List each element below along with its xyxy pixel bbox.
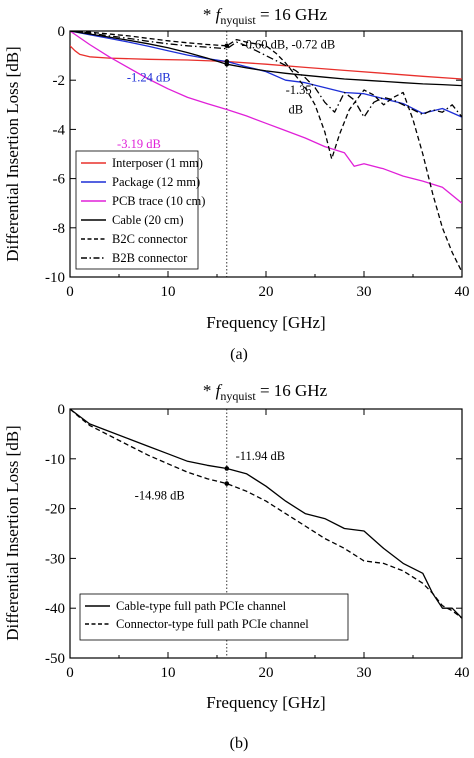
chart-a-xlabel: Frequency [GHz]	[206, 313, 325, 332]
chart-a-series-line	[70, 31, 462, 204]
chart-b-legend-label: Connector-type full path PCIe channel	[116, 617, 309, 631]
chart-a-ylabel: Differential Insertion Loss [dB]	[3, 46, 22, 261]
chart-a-series-line	[70, 31, 462, 273]
chart-b-ytick-label: -40	[45, 601, 65, 617]
chart-b-xtick-label: 20	[259, 665, 274, 681]
chart-a-annotation: -1.35	[286, 83, 312, 97]
chart-a-annotation: -1.24 dB	[127, 71, 171, 85]
chart-a-ytick-label: -8	[53, 221, 66, 237]
chart-a-annotation: -3.19 dB	[117, 137, 161, 151]
chart-b-xlabel: Frequency [GHz]	[206, 693, 325, 712]
chart-a-caption: (a)	[230, 346, 248, 363]
chart-b-tick-labels: 0 10 20 30 40 0 -10 -20 -30 -40 -50	[45, 402, 470, 681]
chart-a-tick-labels: 0 10 20 30 40 0 -2 -4 -6 -8 -10	[45, 24, 470, 300]
chart-b-caption: (b)	[230, 735, 249, 752]
chart-b-xtick-label: 0	[66, 665, 74, 681]
chart-a-annotations: -0.60 dB, -0.72 dB -1.24 dB -1.35 dB -3.19 d…	[117, 38, 335, 152]
chart-a-ytick-label: -2	[53, 73, 66, 89]
chart-b-marked-points	[224, 466, 230, 486]
chart-a-legend-label: B2C connector	[112, 232, 188, 246]
chart-a-annotation: dB	[289, 103, 304, 117]
chart-b-series-line	[70, 409, 462, 619]
chart-b-ytick-label: -20	[45, 502, 65, 518]
chart-a-marked-points	[224, 43, 230, 67]
chart-b: * fnyquist = 16 GHz 0 10 20 30 40 0 -10 -20 -30 -…	[3, 381, 470, 752]
chart-b-xtick-label: 10	[161, 665, 176, 681]
chart-a-xtick-label: 10	[161, 284, 176, 300]
chart-a-series-line	[70, 45, 462, 80]
chart-a-series	[70, 31, 462, 273]
chart-a-xtick-label: 30	[357, 284, 372, 300]
chart-a-marked-point	[224, 43, 230, 49]
chart-a-title: * fnyquist = 16 GHz	[203, 5, 328, 27]
chart-b-annotation: -11.94 dB	[236, 449, 286, 463]
chart-b-ytick-label: -10	[45, 452, 65, 468]
chart-b-legend: Cable-type full path PCIe channel Connect…	[79, 593, 349, 641]
chart-a-ytick-label: -10	[45, 270, 65, 286]
chart-b-annotation: -14.98 dB	[135, 489, 185, 503]
chart-a-annotation: -0.60 dB, -0.72 dB	[242, 38, 336, 52]
chart-a-ytick-label: -4	[53, 122, 66, 138]
chart-b-xtick-label: 40	[455, 665, 470, 681]
chart-b-ytick-label: -50	[45, 651, 65, 667]
chart-a-legend-label: Cable (20 cm)	[112, 213, 184, 227]
chart-a-marked-point	[224, 61, 230, 67]
chart-a-legend-label: Interposer (1 mm)	[112, 156, 203, 170]
chart-a-series-line	[70, 31, 462, 118]
chart-a-series-line	[70, 31, 462, 118]
chart-b-ytick-label: 0	[58, 402, 66, 418]
chart-b-ytick-label: -30	[45, 551, 65, 567]
chart-a-xtick-label: 40	[455, 284, 470, 300]
chart-b-series-line	[70, 409, 462, 619]
chart-b-ylabel: Differential Insertion Loss [dB]	[3, 425, 22, 640]
chart-a-legend-label: Package (12 mm)	[112, 175, 200, 189]
chart-a-xtick-label: 20	[259, 284, 274, 300]
chart-b-annotations: -11.94 dB -14.98 dB	[135, 449, 285, 503]
chart-a-ytick-label: -6	[53, 172, 66, 188]
chart-b-series	[70, 409, 462, 619]
chart-a-series-line	[70, 31, 462, 87]
chart-b-legend-label: Cable-type full path PCIe channel	[116, 599, 287, 613]
chart-a-ytick-label: 0	[58, 24, 66, 40]
chart-b-marked-point	[224, 481, 230, 486]
chart-b-legend-box	[79, 593, 349, 641]
chart-a-legend: Interposer (1 mm) Package (12 mm) PCB trac…	[75, 150, 205, 270]
chart-b-title: * fnyquist = 16 GHz	[203, 381, 328, 403]
chart-b-xtick-label: 30	[357, 665, 372, 681]
chart-a-legend-label: B2B connector	[112, 251, 188, 265]
chart-a-legend-box	[75, 150, 199, 270]
chart-a: * fnyquist = 16 GHz 0 10 20 30 40 0 -2 -4 -6 -8 -1…	[3, 5, 470, 363]
chart-b-marked-point	[224, 466, 230, 471]
chart-a-xtick-label: 0	[66, 284, 74, 300]
chart-a-ticks	[69, 30, 463, 278]
chart-a-legend-label: PCB trace (10 cm)	[112, 194, 205, 208]
chart-b-ticks	[69, 408, 463, 659]
